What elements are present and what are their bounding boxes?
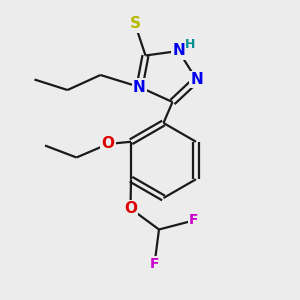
Text: N: N: [190, 72, 203, 87]
Text: O: O: [101, 136, 115, 152]
Text: F: F: [150, 257, 159, 271]
Text: H: H: [185, 38, 195, 52]
Text: O: O: [124, 201, 137, 216]
Text: S: S: [130, 16, 140, 32]
Text: N: N: [133, 80, 146, 94]
Text: F: F: [189, 214, 198, 227]
Text: N: N: [172, 44, 185, 59]
